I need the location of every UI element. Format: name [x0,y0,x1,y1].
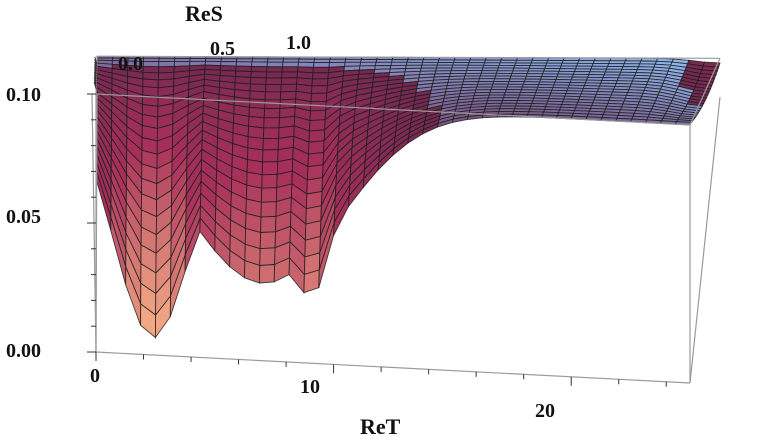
surface-patch [312,66,330,74]
y-tick-mark [93,79,97,87]
y-tick-mark [93,74,97,82]
z-tick-1: 0.05 [6,206,41,228]
y-tick-0: 0.0 [118,53,143,75]
surface-patch [282,61,299,68]
surface-patch [264,91,282,101]
box-edge-front-bottom [95,351,691,384]
surface-patch [142,65,160,74]
surface-patch [158,61,175,68]
surface-patch [259,247,276,266]
surface-patch [310,92,328,103]
surface-patch [308,140,325,155]
surface-patch [309,109,327,122]
axis-ticks [87,56,667,387]
surface-patch [250,71,268,79]
z-tick-0: 0.00 [6,340,41,362]
surface-patch [265,71,283,79]
y-tick-1: 0.5 [210,38,235,60]
surface-patch [265,84,282,93]
y-tick-mark [94,61,98,70]
surface-patch [281,66,299,73]
y-tick-mark [93,81,97,90]
x-tick-1: 10 [300,376,320,398]
surface-patch [263,117,280,129]
x-tick-2: 20 [535,400,555,422]
surface-patch [308,129,326,143]
box-edge-front-top [95,93,691,126]
surface-patch [248,106,266,119]
box-edge-back-top [96,55,721,59]
y-tick-mark [93,69,97,77]
y-tick-mark [94,59,98,67]
surface-patch [313,58,331,63]
surface-patch [266,66,284,73]
surface-patch [266,61,284,68]
surface-patch [262,149,279,163]
surface-patch [158,57,176,63]
surface-patch [259,231,276,250]
surface-patch [264,99,281,109]
y-tick-mark [93,71,97,80]
surface-patch [280,77,298,86]
surface-patch [262,127,280,140]
surface-patch [280,83,298,93]
surface-patch [311,78,329,87]
surface-patch [261,161,279,176]
y-tick-mark [94,56,98,64]
surface-patch [313,62,330,68]
x-axis-label: ReT [360,414,401,439]
surface-patch [142,60,160,68]
y-tick-2: 1.0 [286,32,311,54]
y-tick-mark [93,76,97,85]
surface-patch [263,108,281,119]
x-tick-0: 0 [90,365,100,387]
surface-patch [249,90,266,101]
y-tick-mark [94,66,98,75]
surface-patch [261,173,278,189]
surface-patch [260,215,277,233]
surface-patch [312,72,329,80]
box-edge-right-bottom [689,96,721,384]
surface-patch [309,119,326,132]
surface-patch [260,187,278,203]
y-axis-label: ReS [185,1,223,26]
surface-patch [262,137,280,151]
surface-patch [265,77,283,86]
surface-patch [282,58,300,63]
surface-patch [258,264,276,284]
surface-patch [251,61,268,68]
surface-patch [250,65,268,73]
surface-patch [311,85,328,94]
box-edge-right-top [689,58,721,126]
y-tick-mark [94,64,98,72]
surface-patch [279,90,297,101]
surface-mesh [95,55,721,339]
surface-patch [260,201,277,218]
surface-patch [249,83,267,93]
surface-patch [281,71,299,79]
surface-patch [250,76,267,85]
z-tick-2: 0.10 [6,84,41,106]
surface-patch [235,61,253,67]
surface-patch [307,151,325,168]
